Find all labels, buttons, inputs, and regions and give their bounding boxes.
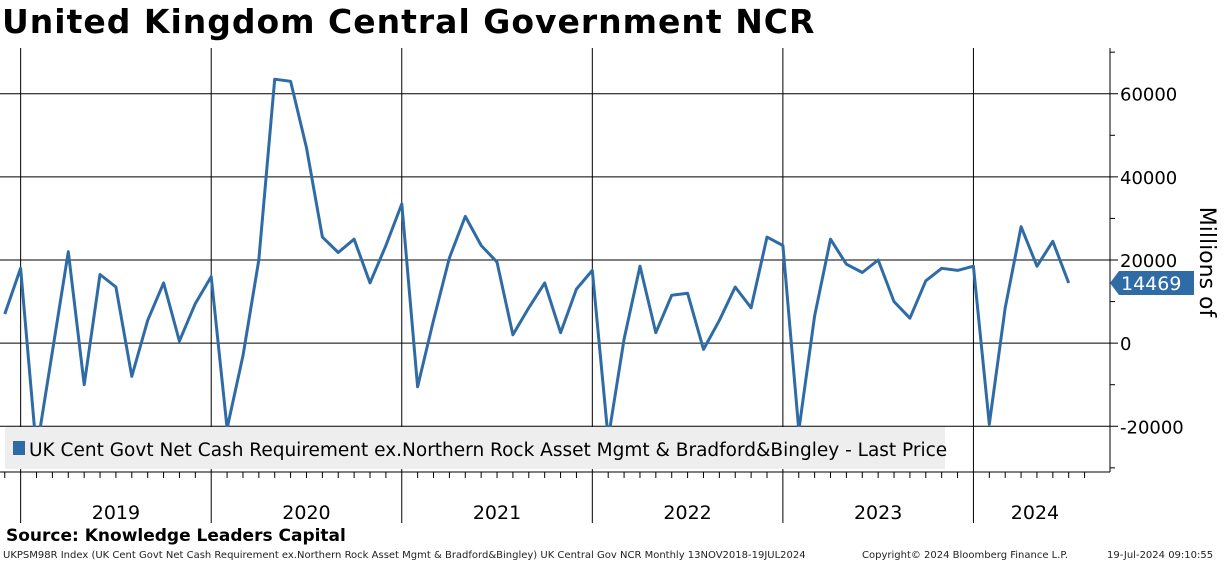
y-tick-label: 60000 [1120,85,1177,106]
legend-swatch [13,441,25,455]
x-tick-label: 2022 [663,502,711,524]
y-tick-label: -20000 [1120,417,1184,438]
x-tick-label: 2024 [1011,502,1059,524]
x-tick-label: 2023 [854,502,902,524]
x-tick-label: 2021 [473,502,521,524]
series-layer: 14469 [3,77,1194,453]
last-price-tag [1110,270,1194,295]
legend-label: UK Cent Govt Net Cash Requirement ex.Nor… [29,440,947,461]
x-tick-label: 2020 [282,502,330,524]
y-tick-label: 20000 [1120,251,1177,272]
series-line [3,77,1071,453]
axis-layer: -20000 0 20000 40000 60000 2019 2020 2021 2022 20… [0,48,1219,524]
source-note: Source: Knowledge Leaders Capital [6,526,346,546]
legend-layer: UK Cent Govt Net Cash Requirement ex.Nor… [5,427,947,469]
footer: UKPSM98R Index (UK Cent Govt Net Cash Re… [0,550,1224,564]
footer-timestamp: 19-Jul-2024 09:10:55 [1107,550,1214,561]
chart-title: United Kingdom Central Government NCR [2,2,816,41]
footer-copyright: Copyright© 2024 Bloomberg Finance L.P. [862,550,1069,561]
legend-box [5,427,945,469]
last-price-label: 14469 [1121,273,1181,295]
footer-index-description: UKPSM98R Index (UK Cent Govt Net Cash Re… [3,550,806,561]
y-tick-label: 0 [1120,334,1131,355]
y-axis-label: Millions of [1194,207,1219,319]
y-tick-label: 40000 [1120,168,1177,189]
x-tick-label: 2019 [92,502,140,524]
